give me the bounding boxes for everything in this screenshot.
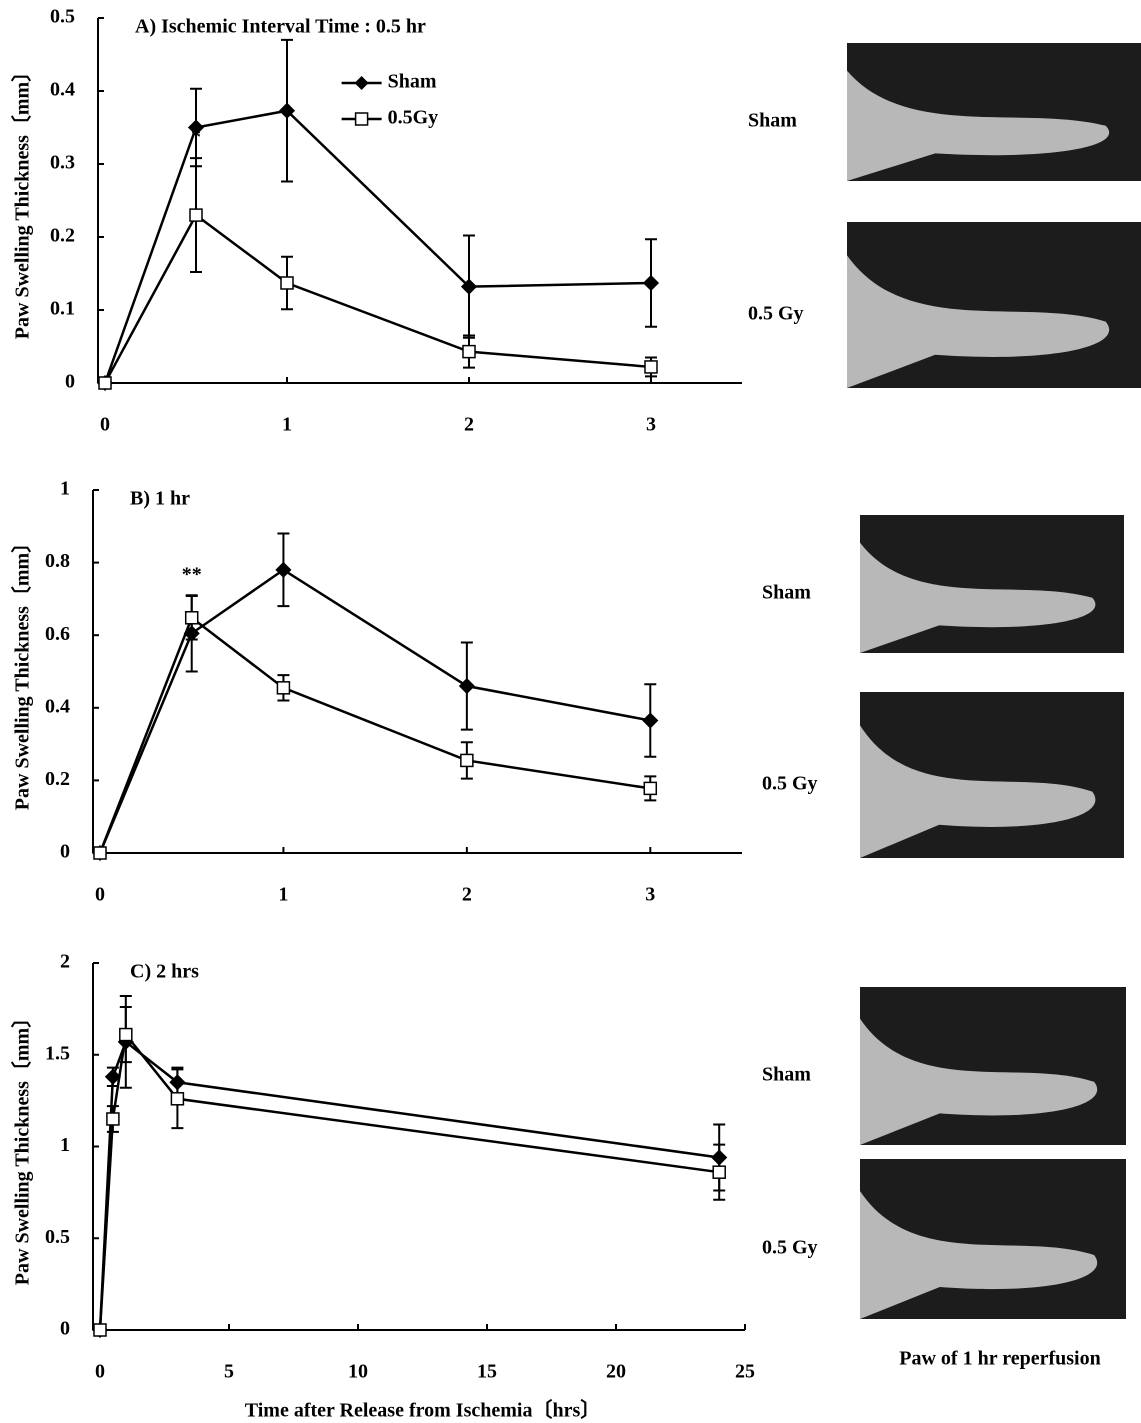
y-tick-label: 0 [60, 1318, 70, 1340]
x-tick-label: 5 [224, 1361, 234, 1383]
marker [171, 1093, 183, 1105]
y-tick-label: 0.2 [50, 225, 75, 247]
photo-label: 0.5 Gy [762, 1237, 818, 1259]
series-line [100, 1042, 719, 1330]
figure: 0 0.1 0.2 0.3 0.4 0.5 0 1 2 3 A) Ischemic Interval… [0, 0, 1141, 1423]
x-tick-label: 0 [95, 1361, 105, 1383]
series-line [105, 215, 651, 383]
marker [120, 1029, 132, 1041]
x-tick-label: 10 [348, 1361, 368, 1383]
photo-label: Sham [762, 1064, 811, 1086]
marker [281, 277, 293, 289]
legend-label: 0.5Gy [388, 107, 439, 129]
marker [277, 682, 289, 694]
chart-title: A) Ischemic Interval Time : 0.5 hr [135, 16, 426, 38]
x-tick-label: 1 [278, 884, 288, 906]
x-tick-label: 3 [645, 884, 655, 906]
series-line [100, 1035, 719, 1330]
x-tick-label: 0 [95, 884, 105, 906]
y-tick-label: 0.8 [45, 550, 70, 572]
series-line [100, 570, 650, 853]
chart: 0 0.1 0.2 0.3 0.4 0.5 0 1 2 3 A) Ischemic Interval… [11, 6, 1141, 436]
y-axis-label: Paw Swelling Thickness〔mm〕 [11, 62, 34, 339]
y-tick-label: 1.5 [45, 1042, 70, 1064]
y-tick-label: 0.2 [45, 768, 70, 790]
marker [644, 782, 656, 794]
marker [99, 377, 111, 389]
y-tick-label: 0.4 [50, 79, 75, 101]
x-tick-label: 2 [462, 884, 472, 906]
y-tick-label: 0 [65, 371, 75, 393]
x-tick-label: 0 [100, 414, 110, 436]
marker [645, 361, 657, 373]
marker [643, 714, 657, 728]
marker [644, 276, 658, 290]
y-tick-label: 2 [60, 951, 70, 973]
annotation: ** [182, 564, 202, 586]
marker [461, 754, 473, 766]
photo-caption: Paw of 1 hr reperfusion [899, 1348, 1100, 1370]
marker [460, 679, 474, 693]
y-tick-label: 0.3 [50, 152, 75, 174]
photo-label: 0.5 Gy [748, 303, 804, 325]
chart: 0 0.2 0.4 0.6 0.8 1 0 1 2 3 B) 1 hr Paw Swelling Th… [11, 478, 1124, 906]
legend-label: Sham [388, 71, 437, 93]
legend-marker [355, 76, 369, 90]
chart-title: B) 1 hr [130, 488, 190, 510]
x-tick-label: 15 [477, 1361, 497, 1383]
y-tick-label: 0.1 [50, 298, 75, 320]
chart-title: C) 2 hrs [130, 961, 199, 983]
marker [94, 1324, 106, 1336]
photo-label: Sham [748, 110, 797, 132]
y-axis-label: Paw Swelling Thickness〔mm〕 [11, 533, 34, 810]
marker [463, 346, 475, 358]
y-tick-label: 0 [60, 841, 70, 863]
x-tick-label: 1 [282, 414, 292, 436]
marker [186, 612, 198, 624]
y-axis-label: Paw Swelling Thickness〔mm〕 [11, 1008, 34, 1285]
y-tick-label: 0.5 [50, 6, 75, 28]
y-tick-label: 0.6 [45, 623, 70, 645]
marker [94, 847, 106, 859]
legend-marker [356, 113, 368, 125]
annotation: * [191, 126, 201, 148]
x-tick-label: 3 [646, 414, 656, 436]
y-tick-label: 0.5 [45, 1226, 70, 1248]
marker [190, 209, 202, 221]
photo-label: Sham [762, 582, 811, 604]
photo-label: 0.5 Gy [762, 773, 818, 795]
series-line [105, 111, 651, 383]
y-tick-label: 0.4 [45, 695, 70, 717]
y-tick-label: 1 [60, 478, 70, 500]
marker [107, 1113, 119, 1125]
x-axis-label: Time after Release from Ischemia〔hrs〕 [245, 1399, 600, 1422]
x-tick-label: 20 [606, 1361, 626, 1383]
x-tick-label: 2 [464, 414, 474, 436]
y-tick-label: 1 [60, 1134, 70, 1156]
marker [713, 1166, 725, 1178]
x-tick-label: 25 [735, 1361, 755, 1383]
